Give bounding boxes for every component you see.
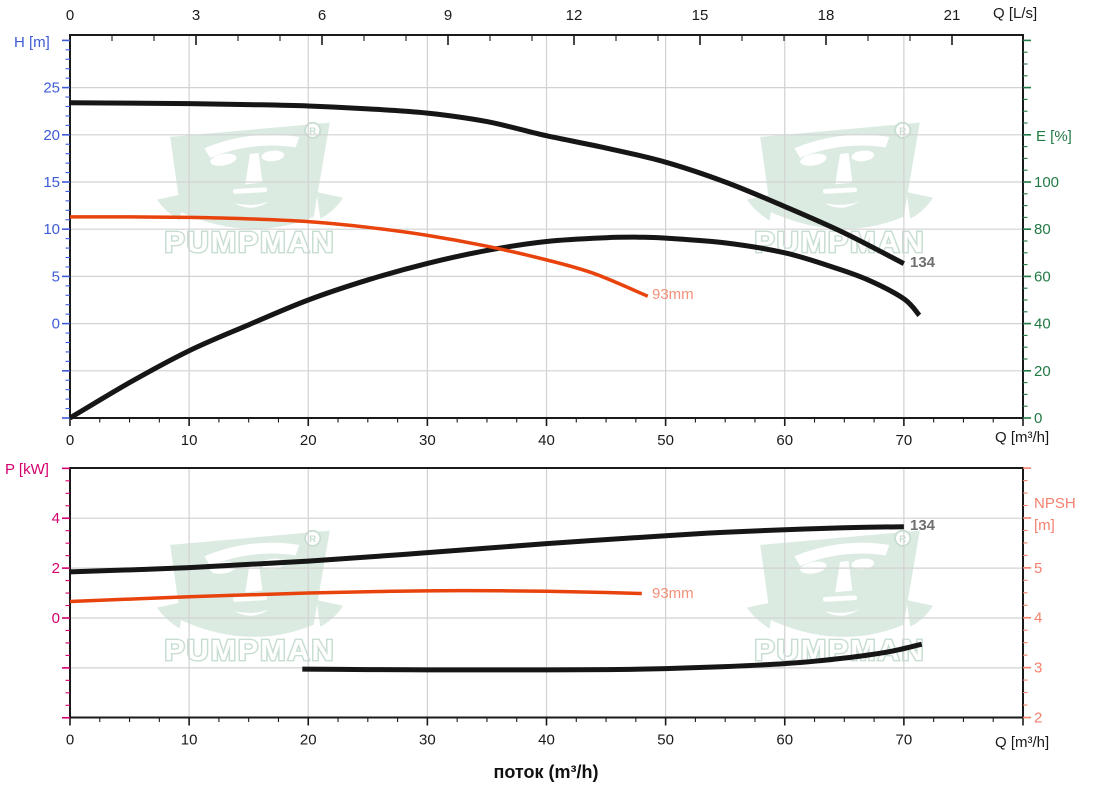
flow-axis-title-top-chart: Q [m³/h] [995, 429, 1050, 446]
svg-text:5: 5 [52, 268, 60, 285]
watermark [155, 121, 345, 261]
p-axis-ticks [62, 467, 70, 719]
curve-efficiency-134 [68, 234, 922, 421]
svg-text:20: 20 [1034, 363, 1051, 380]
svg-text:4: 4 [1034, 610, 1042, 627]
q-m3h-axis-2-ticks [69, 717, 1024, 726]
svg-text:30: 30 [419, 732, 436, 749]
e-axis-labels: 0 20 40 60 80 100 [1034, 174, 1059, 427]
svg-text:60: 60 [1034, 268, 1051, 285]
impeller-134-label-power-curve: 134 [910, 517, 936, 534]
curve-npsh-134 [302, 641, 923, 673]
curve-power-134 [69, 524, 904, 575]
svg-text:40: 40 [538, 732, 555, 749]
npsh-axis-ticks [1023, 467, 1031, 719]
chart-1: 0 10 20 30 40 50 60 70 0 2 4 2 3 4 5 [52, 467, 1042, 749]
svg-text:70: 70 [896, 732, 913, 749]
efficiency-axis-title: E [%] [1036, 128, 1072, 145]
svg-text:60: 60 [776, 432, 793, 449]
svg-text:100: 100 [1034, 174, 1059, 191]
svg-text:3: 3 [1034, 660, 1042, 677]
curve-head-93mm [69, 215, 649, 298]
curve-head-134 [69, 100, 906, 266]
svg-text:0: 0 [1034, 410, 1042, 427]
svg-text:80: 80 [1034, 221, 1051, 238]
watermark [745, 121, 935, 261]
h-axis-labels: 0 5 10 15 20 25 [43, 80, 60, 333]
svg-text:6: 6 [318, 7, 326, 24]
q-ls-axis-ticks [69, 35, 953, 45]
svg-text:25: 25 [43, 80, 60, 97]
npsh-axis-title: NPSH [1034, 495, 1076, 512]
svg-text:0: 0 [66, 432, 74, 449]
svg-text:18: 18 [818, 7, 835, 24]
top-axis-title: Q [L/s] [993, 5, 1038, 22]
svg-text:3: 3 [192, 7, 200, 24]
q-m3h-axis-1-ticks [69, 418, 1024, 426]
svg-text:10: 10 [43, 221, 60, 238]
impeller-93mm-label-head-curve: 93mm [652, 286, 694, 303]
impeller-93mm-label-power-curve: 93mm [652, 585, 694, 602]
svg-text:15: 15 [43, 174, 60, 191]
q-m3h-axis-1-labels: 0 10 20 30 40 50 60 70 [66, 432, 912, 449]
svg-text:40: 40 [538, 432, 555, 449]
svg-text:40: 40 [1034, 316, 1051, 333]
svg-text:20: 20 [300, 432, 317, 449]
svg-text:50: 50 [657, 432, 674, 449]
watermark [155, 529, 345, 669]
svg-text:12: 12 [566, 7, 583, 24]
svg-text:30: 30 [419, 432, 436, 449]
svg-text:60: 60 [776, 732, 793, 749]
svg-text:10: 10 [181, 432, 198, 449]
q-m3h-axis-2-labels: 0 10 20 30 40 50 60 70 [66, 732, 912, 749]
svg-text:9: 9 [444, 7, 452, 24]
svg-text:20: 20 [43, 127, 60, 144]
gridlines [70, 35, 1023, 418]
svg-text:70: 70 [896, 432, 913, 449]
power-axis-title: P [kW] [5, 461, 49, 478]
svg-text:5: 5 [1034, 560, 1042, 577]
p-axis-labels: 0 2 4 [52, 510, 60, 627]
svg-text:2: 2 [52, 560, 60, 577]
impeller-134-label-head-curve: 134 [910, 254, 936, 271]
svg-text:0: 0 [66, 732, 74, 749]
chart-layer: 0 3 6 9 12 15 18 210 10 20 30 40 50 60 700510152025020… [43, 7, 1059, 749]
watermark-layer [155, 121, 935, 669]
svg-text:0: 0 [52, 610, 60, 627]
svg-text:20: 20 [300, 732, 317, 749]
svg-text:0: 0 [52, 316, 60, 333]
svg-text:15: 15 [692, 7, 709, 24]
curve-power-93mm [69, 588, 642, 604]
svg-text:4: 4 [52, 510, 60, 527]
flow-axis-title-bottom-chart: Q [m³/h] [995, 734, 1050, 751]
q-ls-axis-labels: 0 3 6 9 12 15 18 21 [66, 7, 961, 24]
figure-x-label: поток (m³/h) [493, 762, 599, 782]
svg-text:21: 21 [944, 7, 961, 24]
head-axis-title: H [m] [14, 34, 50, 51]
svg-text:10: 10 [181, 732, 198, 749]
chart-0: 0 3 6 9 12 15 18 21 0 10 20 30 40 50 60 70 0 5 10 15 20 25 0 20… [43, 7, 1059, 449]
svg-text:50: 50 [657, 732, 674, 749]
svg-text:2: 2 [1034, 710, 1042, 727]
gridlines [70, 468, 1023, 718]
npsh-axis-labels: 2 3 4 5 [1034, 560, 1042, 727]
e-axis-ticks [1023, 39, 1031, 419]
npsh-axis-title-units: [m] [1034, 517, 1055, 534]
h-axis-ticks [62, 39, 70, 419]
svg-text:0: 0 [66, 7, 74, 24]
